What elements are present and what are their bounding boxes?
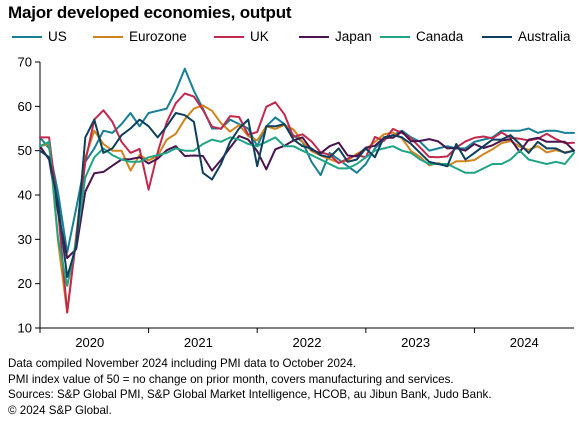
note-copyright: © 2024 S&P Global.: [8, 403, 112, 417]
series-line-canada: [39, 136, 575, 287]
legend-item-eurozone: Eurozone: [93, 29, 187, 44]
chart-notes: Data compiled November 2024 including PM…: [8, 356, 492, 418]
legend-item-canada: Canada: [380, 29, 463, 44]
x-tick-label: 2023: [401, 335, 430, 350]
legend-label: Eurozone: [129, 29, 187, 44]
note-pmi-definition: PMI index value of 50 = no change on pri…: [8, 372, 454, 386]
legend-swatch: [380, 35, 410, 38]
y-tick-label: 10: [18, 321, 32, 336]
x-tick-label: 2024: [510, 335, 539, 350]
axes: 10 20 30 40 50 60 70 2020 2021 2022 2023 2024: [18, 55, 574, 350]
legend-swatch: [299, 35, 329, 38]
legend-item-us: US: [12, 29, 67, 44]
y-tick-label: 20: [18, 276, 32, 291]
legend-swatch: [12, 35, 42, 38]
series-line-uk: [39, 92, 575, 314]
y-tick-label: 30: [18, 232, 32, 247]
legend-item-japan: Japan: [299, 29, 372, 44]
chart-title: Major developed economies, output: [8, 3, 292, 22]
y-tick-label: 60: [18, 99, 32, 114]
series-line-japan: [39, 130, 575, 259]
legend-label: Japan: [335, 29, 372, 44]
chart-plot: 10 20 30 40 50 60 70 2020 2021 2022 2023 2024: [18, 55, 575, 350]
legend: US Eurozone UK Japan Canada Australia: [0, 29, 587, 53]
legend-label: US: [48, 29, 67, 44]
legend-item-australia: Australia: [482, 29, 571, 44]
note-compiled: Data compiled November 2024 including PM…: [8, 357, 357, 370]
legend-swatch: [482, 35, 512, 38]
legend-label: Canada: [416, 29, 464, 44]
legend-label: UK: [250, 29, 269, 44]
series-line-australia: [39, 112, 575, 278]
legend-swatch: [93, 35, 123, 38]
note-sources: Sources: S&P Global PMI, S&P Global Mark…: [8, 388, 492, 402]
x-tick-label: 2020: [75, 335, 104, 350]
x-tick-label: 2022: [293, 335, 322, 350]
y-tick-label: 70: [18, 55, 32, 70]
y-tick-label: 40: [18, 188, 32, 203]
y-tick-label: 50: [18, 143, 32, 158]
legend-item-uk: UK: [214, 29, 269, 44]
x-tick-label: 2021: [184, 335, 213, 350]
legend-label: Australia: [518, 29, 571, 44]
series-lines: [39, 67, 575, 314]
legend-swatch: [214, 35, 244, 38]
